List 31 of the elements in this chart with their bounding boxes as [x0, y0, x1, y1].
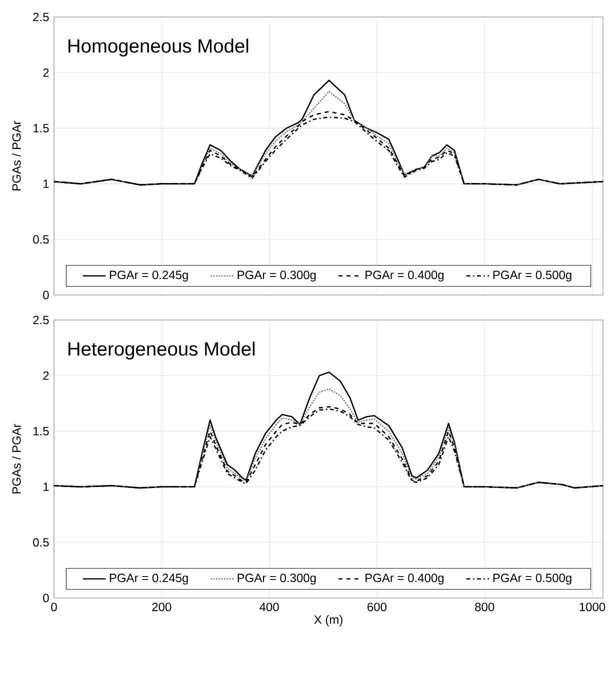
y-axis-title: PGAs / PGAr [12, 120, 21, 190]
legend-label: PGAr = 0.245g [110, 574, 188, 585]
legend-label: PGAr = 0.400g [366, 270, 444, 282]
y-tick-label: 1.5 [34, 124, 49, 132]
y-tick-label: 1 [44, 180, 49, 188]
y-axis-title: PGAs / PGAr [12, 424, 21, 494]
y-tick-label: 2 [43, 371, 49, 380]
x-axis-title: X (m) [314, 615, 342, 626]
legend-label: PGAr = 0.245g [110, 270, 188, 282]
y-tick-label: 1.5 [34, 427, 49, 436]
text: Homogeneous Model [68, 38, 248, 57]
y-tick-label: 2 [43, 68, 49, 77]
x-tick-label: 0 [51, 602, 57, 612]
x-tick-label: 200 [152, 602, 172, 612]
y-tick-label: 0.5 [33, 538, 49, 547]
y-tick-label: 0 [43, 290, 49, 300]
y-tick-label: 0.5 [33, 235, 49, 244]
legend-label: PGAr = 0.500g [493, 574, 572, 585]
x-tick-label: 600 [368, 602, 386, 612]
legend-label: PGAr = 0.500g [493, 270, 572, 282]
x-tick-label: 800 [475, 602, 494, 612]
y-tick-label: 2.5 [33, 316, 49, 324]
legend-label: PGAr = 0.300g [238, 574, 316, 585]
legend-label: PGAr = 0.300g [238, 270, 316, 282]
legend-label: PGAr = 0.400g [366, 574, 444, 585]
y-tick-label: 0 [43, 594, 49, 602]
text: Heterogeneous Model [68, 342, 255, 360]
y-tick-label: 1 [44, 482, 49, 491]
y-tick-label: 2.5 [33, 12, 49, 22]
x-tick-label: 400 [260, 602, 279, 612]
x-tick-label: 1000 [580, 602, 606, 612]
